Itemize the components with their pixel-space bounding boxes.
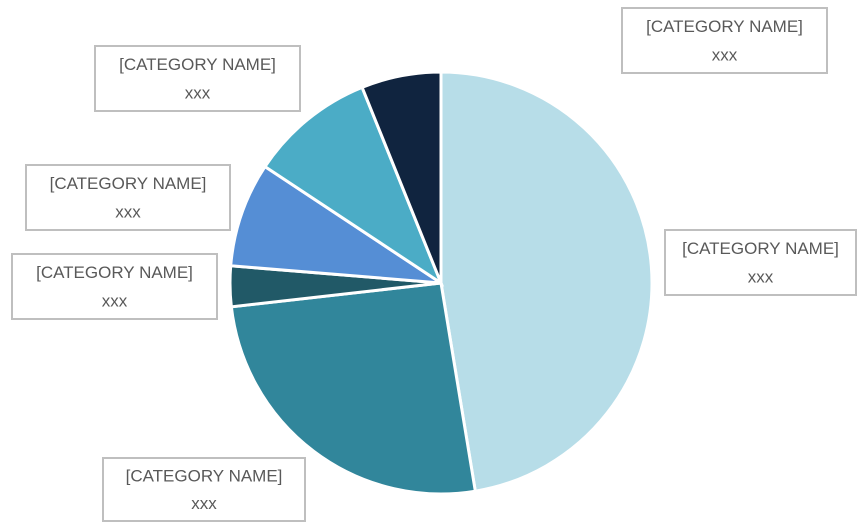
value-label: xxx: [102, 292, 128, 311]
data-label-box: [621, 7, 828, 74]
data-label-box: [102, 457, 306, 522]
data-label-box: [11, 253, 218, 320]
category-label: [CATEGORY NAME]: [126, 466, 283, 485]
pie-slice: [262, 85, 445, 287]
data-label-box: [664, 229, 857, 296]
pie-slice: [439, 70, 654, 493]
pie-slice: [229, 164, 442, 285]
value-label: xxx: [748, 268, 774, 287]
value-label: xxx: [712, 46, 738, 65]
value-label: xxx: [115, 203, 141, 222]
value-label: xxx: [185, 84, 211, 103]
category-label: [CATEGORY NAME]: [36, 263, 193, 282]
data-label-box: [94, 45, 301, 112]
category-label: [CATEGORY NAME]: [682, 239, 839, 258]
category-label: [CATEGORY NAME]: [50, 174, 207, 193]
value-label: xxx: [191, 494, 217, 513]
category-label: [CATEGORY NAME]: [646, 17, 803, 36]
data-label-box: [25, 164, 231, 231]
category-label: [CATEGORY NAME]: [119, 55, 276, 74]
pie-slice: [229, 281, 478, 496]
pie-slice: [360, 70, 443, 284]
